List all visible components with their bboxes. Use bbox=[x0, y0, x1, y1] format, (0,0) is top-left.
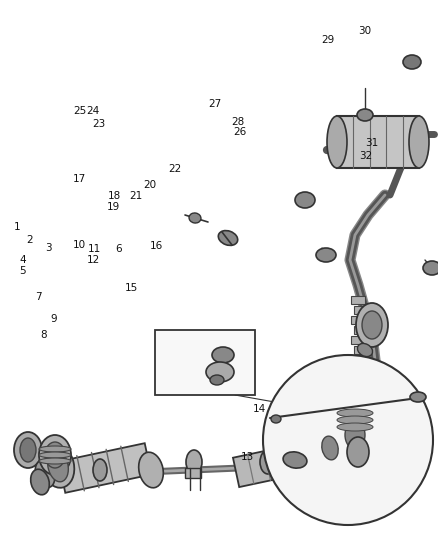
Bar bbox=[59, 443, 152, 493]
Bar bbox=[354, 326, 368, 334]
Ellipse shape bbox=[39, 452, 71, 458]
Text: 13: 13 bbox=[241, 453, 254, 462]
Ellipse shape bbox=[362, 311, 382, 339]
Ellipse shape bbox=[357, 343, 373, 357]
Text: 27: 27 bbox=[208, 99, 221, 109]
Ellipse shape bbox=[260, 450, 276, 474]
Text: 9: 9 bbox=[50, 314, 57, 324]
Bar bbox=[354, 366, 368, 374]
Ellipse shape bbox=[218, 231, 238, 245]
Ellipse shape bbox=[14, 432, 42, 468]
Text: 6: 6 bbox=[115, 245, 122, 254]
Text: 24: 24 bbox=[86, 106, 99, 116]
Ellipse shape bbox=[189, 213, 201, 223]
Ellipse shape bbox=[337, 416, 373, 424]
Text: 20: 20 bbox=[143, 181, 156, 190]
Bar bbox=[233, 437, 337, 487]
Ellipse shape bbox=[410, 392, 426, 402]
Ellipse shape bbox=[39, 458, 71, 464]
Ellipse shape bbox=[409, 116, 429, 168]
Text: 7: 7 bbox=[35, 293, 42, 302]
Bar bbox=[351, 336, 365, 344]
Ellipse shape bbox=[344, 359, 367, 381]
Ellipse shape bbox=[295, 192, 315, 208]
Text: 14: 14 bbox=[253, 405, 266, 414]
Bar bbox=[155, 330, 255, 395]
Text: 17: 17 bbox=[73, 174, 86, 183]
Text: 25: 25 bbox=[73, 106, 86, 116]
Circle shape bbox=[263, 355, 433, 525]
Bar bbox=[354, 346, 368, 354]
Ellipse shape bbox=[31, 469, 49, 495]
Ellipse shape bbox=[93, 459, 107, 481]
Ellipse shape bbox=[139, 452, 163, 488]
Text: 2: 2 bbox=[26, 235, 33, 245]
Ellipse shape bbox=[345, 421, 365, 449]
Bar bbox=[337, 116, 419, 168]
Ellipse shape bbox=[337, 409, 373, 417]
Text: 16: 16 bbox=[150, 241, 163, 251]
Ellipse shape bbox=[337, 396, 373, 444]
Ellipse shape bbox=[206, 362, 234, 382]
Text: 10: 10 bbox=[73, 240, 86, 250]
Ellipse shape bbox=[210, 375, 224, 385]
Ellipse shape bbox=[423, 261, 438, 275]
Ellipse shape bbox=[318, 430, 343, 466]
Text: 28: 28 bbox=[231, 117, 244, 126]
Ellipse shape bbox=[212, 347, 234, 363]
Text: 29: 29 bbox=[321, 35, 334, 45]
Bar bbox=[351, 316, 365, 324]
Ellipse shape bbox=[339, 413, 371, 457]
Text: 1: 1 bbox=[13, 222, 20, 231]
Text: 11: 11 bbox=[88, 245, 101, 254]
Text: 5: 5 bbox=[19, 266, 26, 276]
Text: 21: 21 bbox=[129, 191, 142, 201]
Bar bbox=[185, 468, 201, 478]
Ellipse shape bbox=[316, 248, 336, 262]
Bar bbox=[351, 356, 365, 364]
Ellipse shape bbox=[48, 450, 68, 482]
Bar bbox=[351, 296, 365, 304]
Ellipse shape bbox=[357, 109, 373, 121]
Ellipse shape bbox=[35, 461, 55, 488]
Ellipse shape bbox=[403, 55, 421, 69]
Ellipse shape bbox=[20, 438, 36, 462]
Text: 32: 32 bbox=[360, 151, 373, 160]
Bar bbox=[354, 306, 368, 314]
Text: 22: 22 bbox=[169, 165, 182, 174]
Text: 26: 26 bbox=[233, 127, 247, 137]
Ellipse shape bbox=[347, 437, 369, 467]
Text: 8: 8 bbox=[40, 330, 47, 340]
Text: 19: 19 bbox=[107, 202, 120, 212]
Ellipse shape bbox=[271, 415, 281, 423]
Text: 4: 4 bbox=[19, 255, 26, 265]
Text: 31: 31 bbox=[365, 138, 378, 148]
Ellipse shape bbox=[327, 116, 347, 168]
Ellipse shape bbox=[39, 435, 71, 475]
Ellipse shape bbox=[356, 303, 388, 347]
Text: 23: 23 bbox=[92, 119, 105, 128]
Ellipse shape bbox=[45, 442, 65, 468]
Text: 18: 18 bbox=[108, 191, 121, 201]
Ellipse shape bbox=[42, 444, 74, 488]
Text: 12: 12 bbox=[87, 255, 100, 265]
Text: 30: 30 bbox=[358, 26, 371, 36]
Ellipse shape bbox=[283, 452, 307, 468]
Ellipse shape bbox=[186, 450, 202, 474]
Ellipse shape bbox=[39, 446, 71, 452]
Ellipse shape bbox=[337, 423, 373, 431]
Text: 3: 3 bbox=[45, 243, 52, 253]
Ellipse shape bbox=[322, 436, 338, 460]
Text: 15: 15 bbox=[125, 283, 138, 293]
